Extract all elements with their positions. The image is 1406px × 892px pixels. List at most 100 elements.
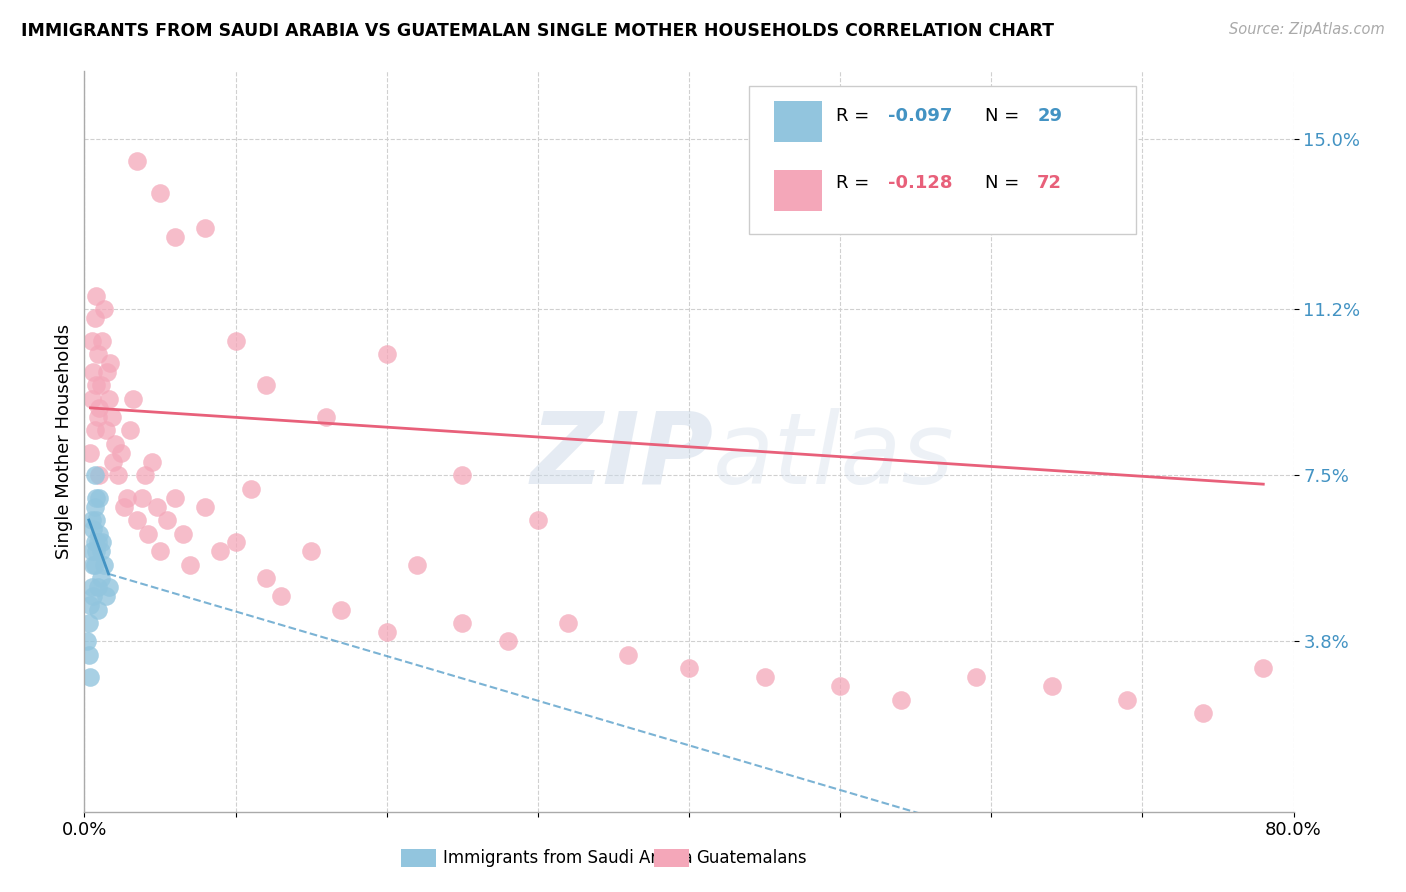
Text: Immigrants from Saudi Arabia: Immigrants from Saudi Arabia bbox=[443, 849, 693, 867]
Text: 29: 29 bbox=[1038, 107, 1062, 125]
Point bbox=[270, 590, 292, 604]
Point bbox=[91, 334, 114, 348]
Point bbox=[121, 392, 143, 406]
Text: Guatemalans: Guatemalans bbox=[696, 849, 807, 867]
Point bbox=[617, 648, 640, 662]
Point bbox=[330, 603, 353, 617]
Point bbox=[93, 302, 115, 317]
Point bbox=[82, 590, 104, 604]
FancyBboxPatch shape bbox=[749, 87, 1136, 235]
Text: IMMIGRANTS FROM SAUDI ARABIA VS GUATEMALAN SINGLE MOTHER HOUSEHOLDS CORRELATION : IMMIGRANTS FROM SAUDI ARABIA VS GUATEMAL… bbox=[21, 22, 1054, 40]
Point bbox=[77, 648, 100, 662]
Text: N =: N = bbox=[986, 107, 1025, 125]
Point bbox=[131, 491, 153, 505]
Point bbox=[754, 670, 776, 684]
Point bbox=[76, 634, 98, 648]
Point bbox=[141, 455, 163, 469]
Text: R =: R = bbox=[837, 174, 882, 192]
Point bbox=[97, 392, 120, 406]
Point bbox=[890, 692, 912, 706]
Point bbox=[315, 409, 337, 424]
Point bbox=[91, 535, 114, 549]
Point bbox=[93, 558, 115, 572]
Point bbox=[1192, 706, 1215, 720]
Point bbox=[90, 571, 112, 585]
Point bbox=[96, 365, 118, 379]
Point bbox=[87, 603, 110, 617]
Point bbox=[87, 580, 110, 594]
Point bbox=[89, 468, 111, 483]
Point bbox=[375, 625, 398, 640]
Point bbox=[179, 558, 201, 572]
Point bbox=[80, 544, 103, 558]
Point bbox=[254, 378, 277, 392]
Point bbox=[110, 446, 132, 460]
Point bbox=[89, 526, 111, 541]
Point bbox=[79, 670, 101, 684]
Point bbox=[82, 522, 104, 536]
Point bbox=[84, 558, 107, 572]
Point bbox=[77, 616, 100, 631]
Point bbox=[118, 423, 141, 437]
Point bbox=[496, 634, 519, 648]
Point bbox=[82, 365, 104, 379]
Point bbox=[89, 491, 111, 505]
Text: Source: ZipAtlas.com: Source: ZipAtlas.com bbox=[1229, 22, 1385, 37]
Point bbox=[94, 590, 117, 604]
Point bbox=[830, 679, 852, 693]
Point bbox=[84, 423, 107, 437]
Point bbox=[115, 491, 138, 505]
Point bbox=[136, 526, 159, 541]
Point bbox=[101, 455, 124, 469]
Point bbox=[209, 544, 232, 558]
Text: -0.097: -0.097 bbox=[889, 107, 953, 125]
Point bbox=[146, 500, 169, 514]
Point bbox=[104, 437, 127, 451]
Point bbox=[225, 535, 247, 549]
Point bbox=[165, 230, 187, 244]
Point bbox=[406, 558, 429, 572]
Point bbox=[965, 670, 987, 684]
Point bbox=[1116, 692, 1139, 706]
Point bbox=[90, 378, 112, 392]
Point bbox=[86, 544, 108, 558]
Point bbox=[127, 154, 149, 169]
Point bbox=[84, 311, 107, 326]
Point bbox=[1253, 661, 1275, 675]
Point bbox=[79, 446, 101, 460]
Point bbox=[80, 513, 103, 527]
Point bbox=[149, 186, 172, 200]
Point bbox=[79, 599, 101, 613]
Point bbox=[451, 468, 474, 483]
Point bbox=[82, 558, 104, 572]
Y-axis label: Single Mother Households: Single Mother Households bbox=[55, 324, 73, 559]
Point bbox=[194, 500, 217, 514]
Point bbox=[87, 409, 110, 424]
Point bbox=[87, 347, 110, 361]
Point bbox=[678, 661, 700, 675]
Point bbox=[84, 535, 107, 549]
Text: ZIP: ZIP bbox=[530, 408, 713, 505]
Point bbox=[89, 401, 111, 415]
Point bbox=[84, 500, 107, 514]
Text: atlas: atlas bbox=[713, 408, 955, 505]
Point bbox=[87, 535, 110, 549]
Point bbox=[134, 468, 156, 483]
Bar bbox=[773, 169, 823, 211]
Point bbox=[100, 409, 122, 424]
Point bbox=[1040, 679, 1063, 693]
Point bbox=[98, 356, 121, 370]
Point bbox=[97, 580, 120, 594]
Bar bbox=[773, 101, 823, 142]
Text: N =: N = bbox=[986, 174, 1025, 192]
Point bbox=[86, 491, 108, 505]
Point bbox=[254, 571, 277, 585]
Point bbox=[375, 347, 398, 361]
Text: R =: R = bbox=[837, 107, 876, 125]
Point bbox=[86, 378, 108, 392]
Point bbox=[451, 616, 474, 631]
Text: 72: 72 bbox=[1038, 174, 1062, 192]
Point bbox=[107, 468, 129, 483]
Point bbox=[80, 392, 103, 406]
Point bbox=[94, 423, 117, 437]
